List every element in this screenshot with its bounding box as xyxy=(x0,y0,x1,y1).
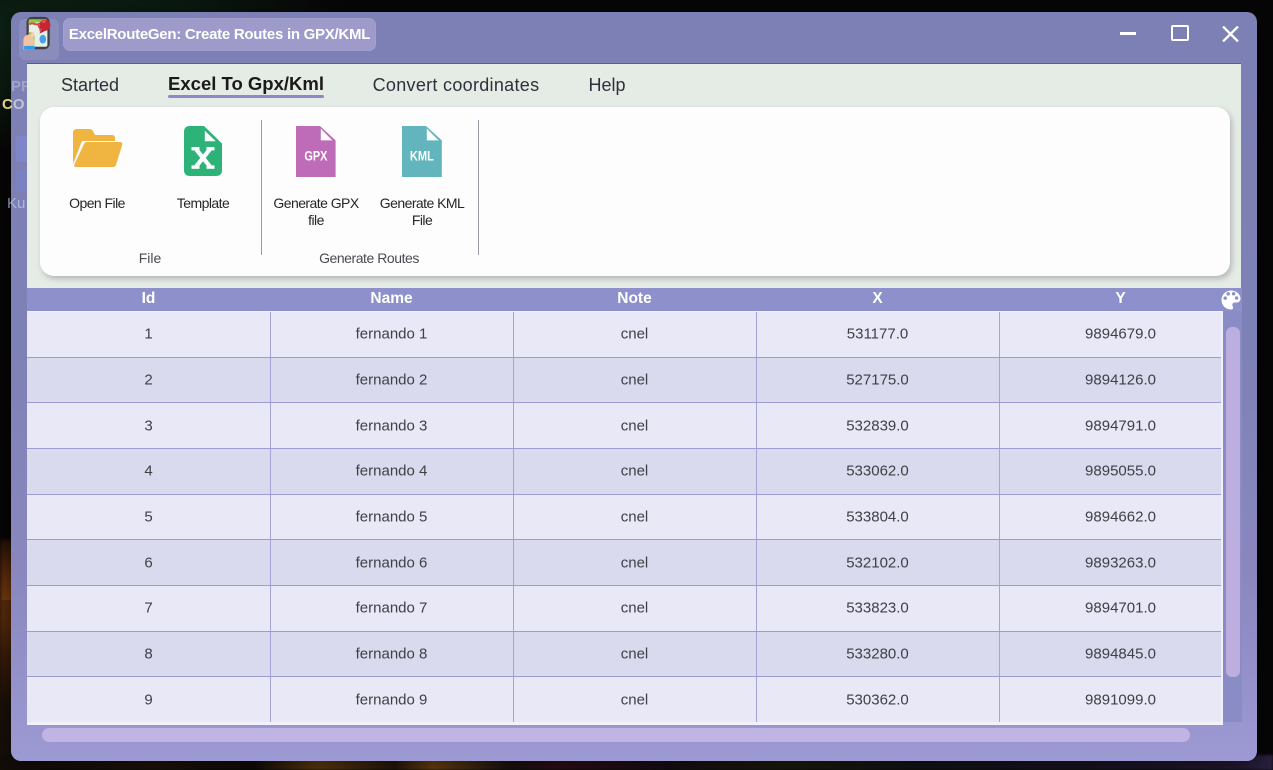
svg-text:GPX: GPX xyxy=(304,148,327,163)
svg-text:KML: KML xyxy=(410,148,434,163)
